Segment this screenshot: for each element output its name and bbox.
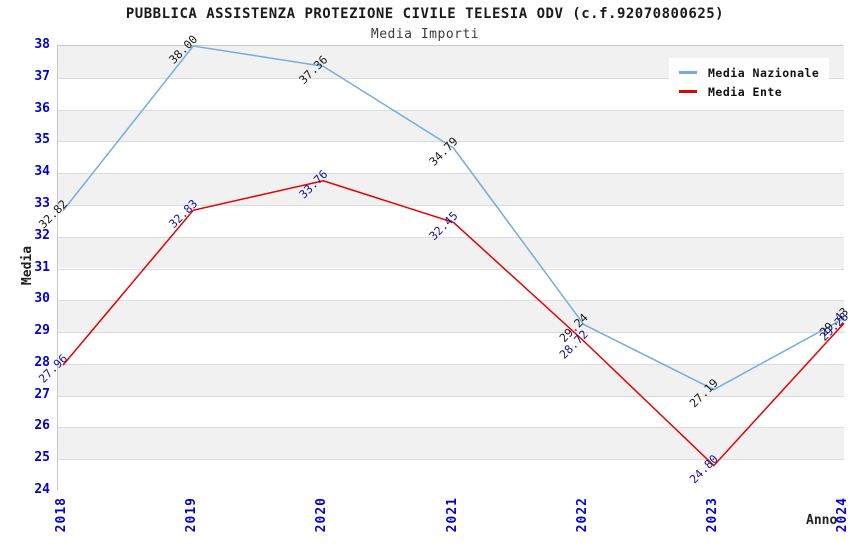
series-line-media-ente: [62, 180, 845, 467]
x-tick-label: 2022: [574, 497, 590, 533]
grid-line: [58, 300, 844, 302]
x-tick-label: 2021: [444, 497, 460, 533]
grid-line: [58, 141, 844, 143]
grid-line: [58, 236, 844, 238]
point-label: 33.76: [296, 167, 330, 201]
grid-band: [58, 427, 844, 460]
y-tick-label: 27: [34, 386, 50, 402]
x-tick-label: 2024: [835, 497, 850, 533]
media-nazionale-line-swatch: [679, 71, 697, 74]
legend-item-media-nazionale: Media Nazionale: [679, 63, 819, 82]
legend-label: Media Ente: [708, 84, 783, 99]
y-tick-label: 28: [34, 354, 50, 370]
y-tick-label: 38: [34, 37, 50, 52]
chart-subtitle: Media Importi: [370, 27, 480, 42]
grid-line: [58, 109, 844, 111]
point-label: 37.36: [296, 52, 330, 86]
y-tick-label: 34: [34, 164, 50, 180]
series-line-media-nazionale: [62, 45, 845, 391]
grid-band: [58, 236, 844, 269]
media-ente-line-swatch: [679, 90, 697, 93]
grid-band: [58, 332, 844, 364]
grid-line: [58, 173, 844, 175]
x-tick-label: 2019: [184, 497, 200, 533]
y-tick-label: 35: [34, 132, 50, 148]
y-tick-label: 37: [34, 68, 50, 84]
point-label: 32.45: [426, 209, 460, 243]
y-tick-label: 25: [34, 450, 50, 466]
series-lines: 32.8238.0037.3634.7929.2427.1929.4327.96…: [36, 32, 850, 486]
y-tick-label: 36: [34, 100, 50, 116]
y-tick-label: 31: [34, 259, 50, 275]
grid-line: [58, 459, 844, 461]
legend-label: Media Nazionale: [708, 65, 820, 80]
y-tick-label: 33: [34, 195, 50, 211]
x-axis-label: Anno: [806, 513, 838, 528]
grid-line: [58, 204, 844, 206]
y-tick-label: 32: [34, 227, 50, 243]
grid-line: [58, 363, 844, 365]
y-tick-label: 30: [34, 291, 50, 307]
grid-band: [58, 268, 844, 301]
grid-line: [58, 268, 844, 270]
y-tick-label: 29: [34, 323, 50, 339]
legend: Media Nazionale Media Ente: [669, 58, 830, 107]
x-tick-label: 2018: [54, 497, 69, 533]
grid-band: [58, 173, 844, 205]
grid-line: [58, 427, 844, 429]
point-label: 27.19: [687, 376, 721, 410]
legend-item-media-ente: Media Ente: [679, 82, 819, 101]
grid-band: [58, 395, 844, 428]
grid-band: [58, 109, 844, 142]
x-tick-label: 2023: [704, 497, 720, 533]
x-tick-label: 2020: [314, 497, 330, 533]
plot-area: 32.82 38.00 37.36 34.79 29.24 27.19 29.43 27.96…: [36, 32, 850, 491]
grid-band: [58, 300, 844, 333]
y-tick-label: 26: [34, 418, 50, 434]
grid-band: [58, 363, 844, 396]
grid-band: [58, 204, 844, 237]
point-label: 32.83: [166, 196, 200, 230]
grid-line: [58, 332, 844, 334]
y-tick-label: 24: [34, 482, 50, 497]
grid-line: [58, 77, 844, 79]
chart-title: PUBBLICA ASSISTENZA PROTEZIONE CIVILE TE…: [125, 6, 725, 22]
grid-line: [58, 395, 844, 397]
